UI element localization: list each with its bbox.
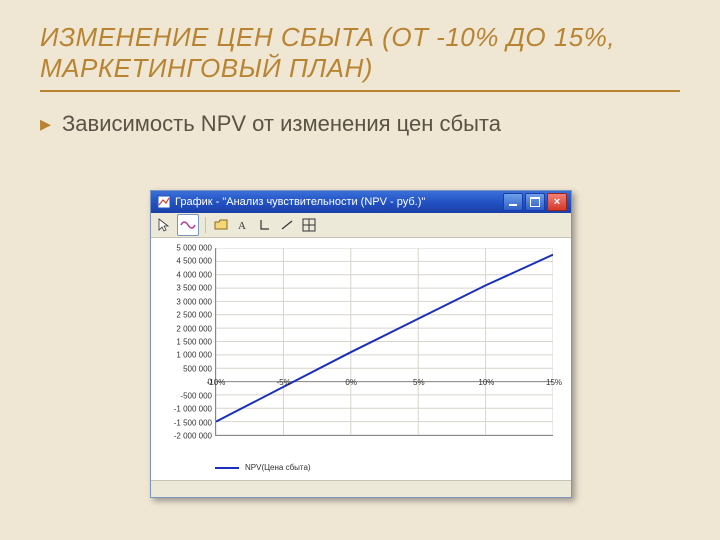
maximize-button[interactable] [525,193,545,211]
y-tick-label: 5 000 000 [176,244,216,253]
x-tick-label: 0% [345,378,357,387]
y-tick-label: 500 000 [183,364,216,373]
plot-holder: 5 000 000 4 500 000 4 000 000 3 500 000 3 00… [151,238,571,480]
title-underline [40,90,680,92]
tool-a-icon[interactable]: A [234,216,252,234]
y-tick-label: 2 500 000 [176,311,216,320]
grid-icon[interactable] [300,216,318,234]
toolbar: A [151,213,571,238]
tool-line-icon[interactable] [278,216,296,234]
npv-series-line [216,255,553,422]
minimize-button[interactable] [503,193,523,211]
wave-icon[interactable] [177,214,199,236]
window-titlebar[interactable]: График - "Анализ чувствительности (NPV -… [151,191,571,213]
y-tick-label: 1 000 000 [176,351,216,360]
legend-swatch [215,467,239,469]
bullet-item: ▸ Зависимость NPV от изменения цен сбыта [40,110,680,139]
slide: ИЗМЕНЕНИЕ ЦЕН СБЫТА (ОТ -10% ДО 15%, МАР… [0,0,720,540]
pointer-icon[interactable] [155,216,173,234]
y-tick-label: 3 500 000 [176,284,216,293]
y-tick-label: 2 000 000 [176,324,216,333]
x-tick-label: -10% [207,378,226,387]
svg-text:A: A [238,220,246,232]
legend: NPV(Цена сбыта) [215,463,311,472]
y-tick-label: -2 000 000 [174,432,216,441]
y-tick-label: 4 500 000 [176,257,216,266]
app-icon [157,195,171,209]
bullet-text: Зависимость NPV от изменения цен сбыта [62,110,501,139]
x-tick-label: -5% [276,378,290,387]
plot-svg [216,248,553,435]
y-tick-label: -1 000 000 [174,405,216,414]
window-title: График - "Анализ чувствительности (NPV -… [175,196,503,208]
slide-title: ИЗМЕНЕНИЕ ЦЕН СБЫТА (ОТ -10% ДО 15%, МАР… [40,22,680,84]
body-block: ▸ Зависимость NPV от изменения цен сбыта [0,96,720,139]
title-block: ИЗМЕНЕНИЕ ЦЕН СБЫТА (ОТ -10% ДО 15%, МАР… [0,0,720,96]
plot: 5 000 000 4 500 000 4 000 000 3 500 000 3 00… [157,244,563,476]
y-tick-label: 3 000 000 [176,297,216,306]
y-tick-label: 4 000 000 [176,270,216,279]
plot-area: 5 000 0004 500 0004 000 0003 500 0003 00… [215,248,553,436]
y-tick-label: -1 500 000 [174,418,216,427]
close-button[interactable]: × [547,193,567,211]
bullet-glyph-icon: ▸ [40,110,52,139]
window-buttons: × [503,193,567,211]
x-tick-label: 15% [546,378,562,387]
statusbar [151,480,571,497]
y-tick-label: -500 000 [180,391,216,400]
x-tick-label: 10% [478,378,494,387]
tool-l-icon[interactable] [256,216,274,234]
legend-label: NPV(Цена сбыта) [245,463,311,472]
open-icon[interactable] [212,216,230,234]
chart-window: График - "Анализ чувствительности (NPV -… [150,190,572,498]
x-tick-label: 5% [413,378,425,387]
y-tick-label: 1 500 000 [176,338,216,347]
